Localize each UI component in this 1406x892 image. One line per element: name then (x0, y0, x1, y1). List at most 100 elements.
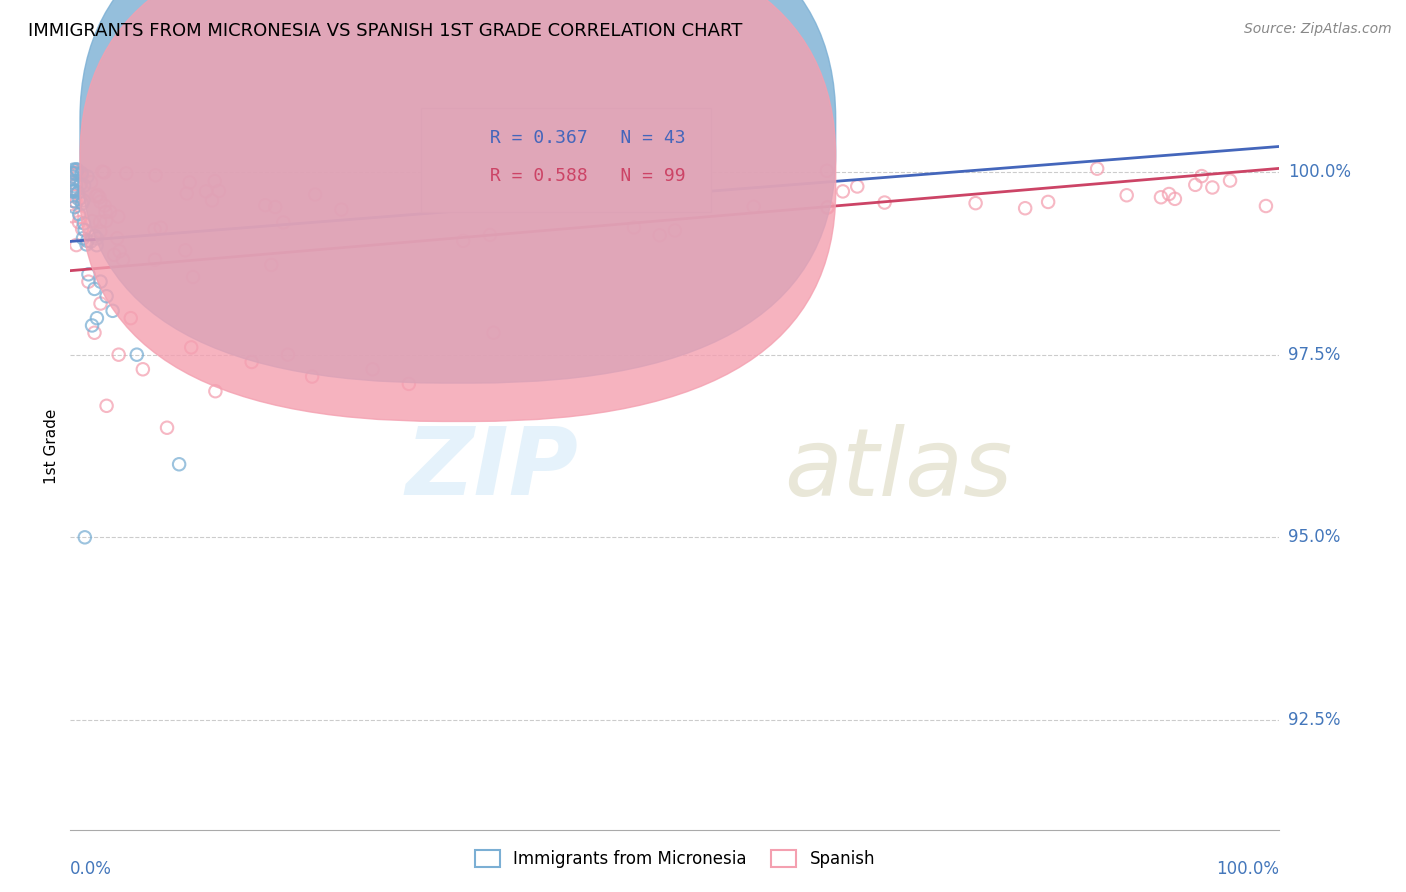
Point (91, 164, 114, 178)
Point (108, 244, 131, 259)
Point (156, 421, 179, 435)
Point (105, 231, 128, 245)
Point (76, 234, 98, 248)
Point (965, 196, 987, 211)
Point (277, 348, 299, 362)
Point (62, 183, 84, 197)
Point (1115, 188, 1137, 202)
Point (451, 234, 474, 248)
Point (60, 209, 83, 223)
Point (83, 282, 105, 296)
Y-axis label: 1st Grade: 1st Grade (44, 409, 59, 483)
Point (66, 186, 89, 201)
Point (204, 174, 226, 188)
Point (83, 228, 105, 243)
Point (69, 191, 91, 205)
Point (195, 185, 218, 199)
FancyBboxPatch shape (80, 0, 835, 421)
Point (1150, 190, 1173, 204)
Point (204, 384, 226, 399)
Point (65, 177, 87, 191)
Legend: Immigrants from Micronesia, Spanish: Immigrants from Micronesia, Spanish (468, 844, 882, 875)
Point (60, 176, 83, 190)
Point (72, 231, 94, 245)
Point (846, 179, 869, 194)
Point (555, 175, 578, 189)
Point (180, 340, 202, 354)
Text: R = 0.367   N = 43: R = 0.367 N = 43 (479, 128, 686, 146)
Point (76, 237, 98, 252)
Point (60, 169, 83, 184)
Point (1184, 178, 1206, 192)
Point (815, 201, 838, 215)
Point (73, 223, 96, 237)
Point (67, 186, 90, 200)
Point (1036, 194, 1059, 209)
Point (60, 185, 83, 199)
Point (66, 162, 89, 177)
Point (149, 220, 172, 235)
Point (208, 184, 231, 198)
FancyBboxPatch shape (420, 109, 711, 212)
Point (60, 182, 83, 196)
Point (65, 162, 87, 177)
Text: 97.5%: 97.5% (1288, 346, 1340, 364)
Point (86, 238, 108, 252)
Point (304, 187, 326, 202)
Point (132, 362, 155, 376)
Point (63, 200, 86, 214)
Point (65, 195, 87, 210)
Point (648, 228, 671, 243)
Point (70, 167, 93, 181)
Point (93, 165, 115, 179)
Point (86, 231, 108, 245)
Point (86, 188, 108, 202)
Point (167, 457, 190, 471)
Point (83, 326, 105, 340)
Point (72, 194, 94, 208)
Point (181, 270, 204, 285)
Point (63, 194, 86, 209)
Point (67, 207, 90, 221)
Point (73, 530, 96, 544)
Text: IMMIGRANTS FROM MICRONESIA VS SPANISH 1ST GRADE CORRELATION CHART: IMMIGRANTS FROM MICRONESIA VS SPANISH 1S… (28, 22, 742, 40)
Point (817, 200, 839, 214)
Point (65, 238, 87, 252)
Point (478, 227, 501, 242)
Point (77, 268, 100, 282)
Point (120, 311, 142, 326)
Text: R = 0.588   N = 99: R = 0.588 N = 99 (479, 167, 686, 185)
Point (623, 220, 645, 235)
Point (361, 362, 384, 376)
Point (66, 167, 89, 181)
Point (240, 355, 263, 369)
Point (264, 200, 287, 214)
Point (60, 167, 83, 181)
Point (62, 162, 84, 177)
Point (70, 222, 93, 236)
Point (301, 369, 323, 384)
Point (125, 348, 148, 362)
Point (89, 225, 111, 239)
Point (330, 202, 353, 217)
Point (67, 215, 90, 229)
Point (260, 258, 283, 272)
Text: Source: ZipAtlas.com: Source: ZipAtlas.com (1244, 22, 1392, 37)
Point (1157, 187, 1180, 202)
Text: 100.0%: 100.0% (1216, 860, 1279, 878)
Point (176, 186, 198, 201)
Point (63, 194, 86, 208)
Point (742, 200, 765, 214)
Point (815, 163, 838, 178)
Point (98, 204, 121, 219)
Point (62, 184, 84, 198)
Point (179, 176, 201, 190)
Point (60, 166, 83, 180)
FancyBboxPatch shape (80, 0, 835, 383)
Point (1254, 199, 1277, 213)
Point (63, 189, 86, 203)
Point (76, 169, 98, 184)
Point (273, 215, 295, 229)
Point (831, 185, 853, 199)
Point (1191, 169, 1213, 183)
